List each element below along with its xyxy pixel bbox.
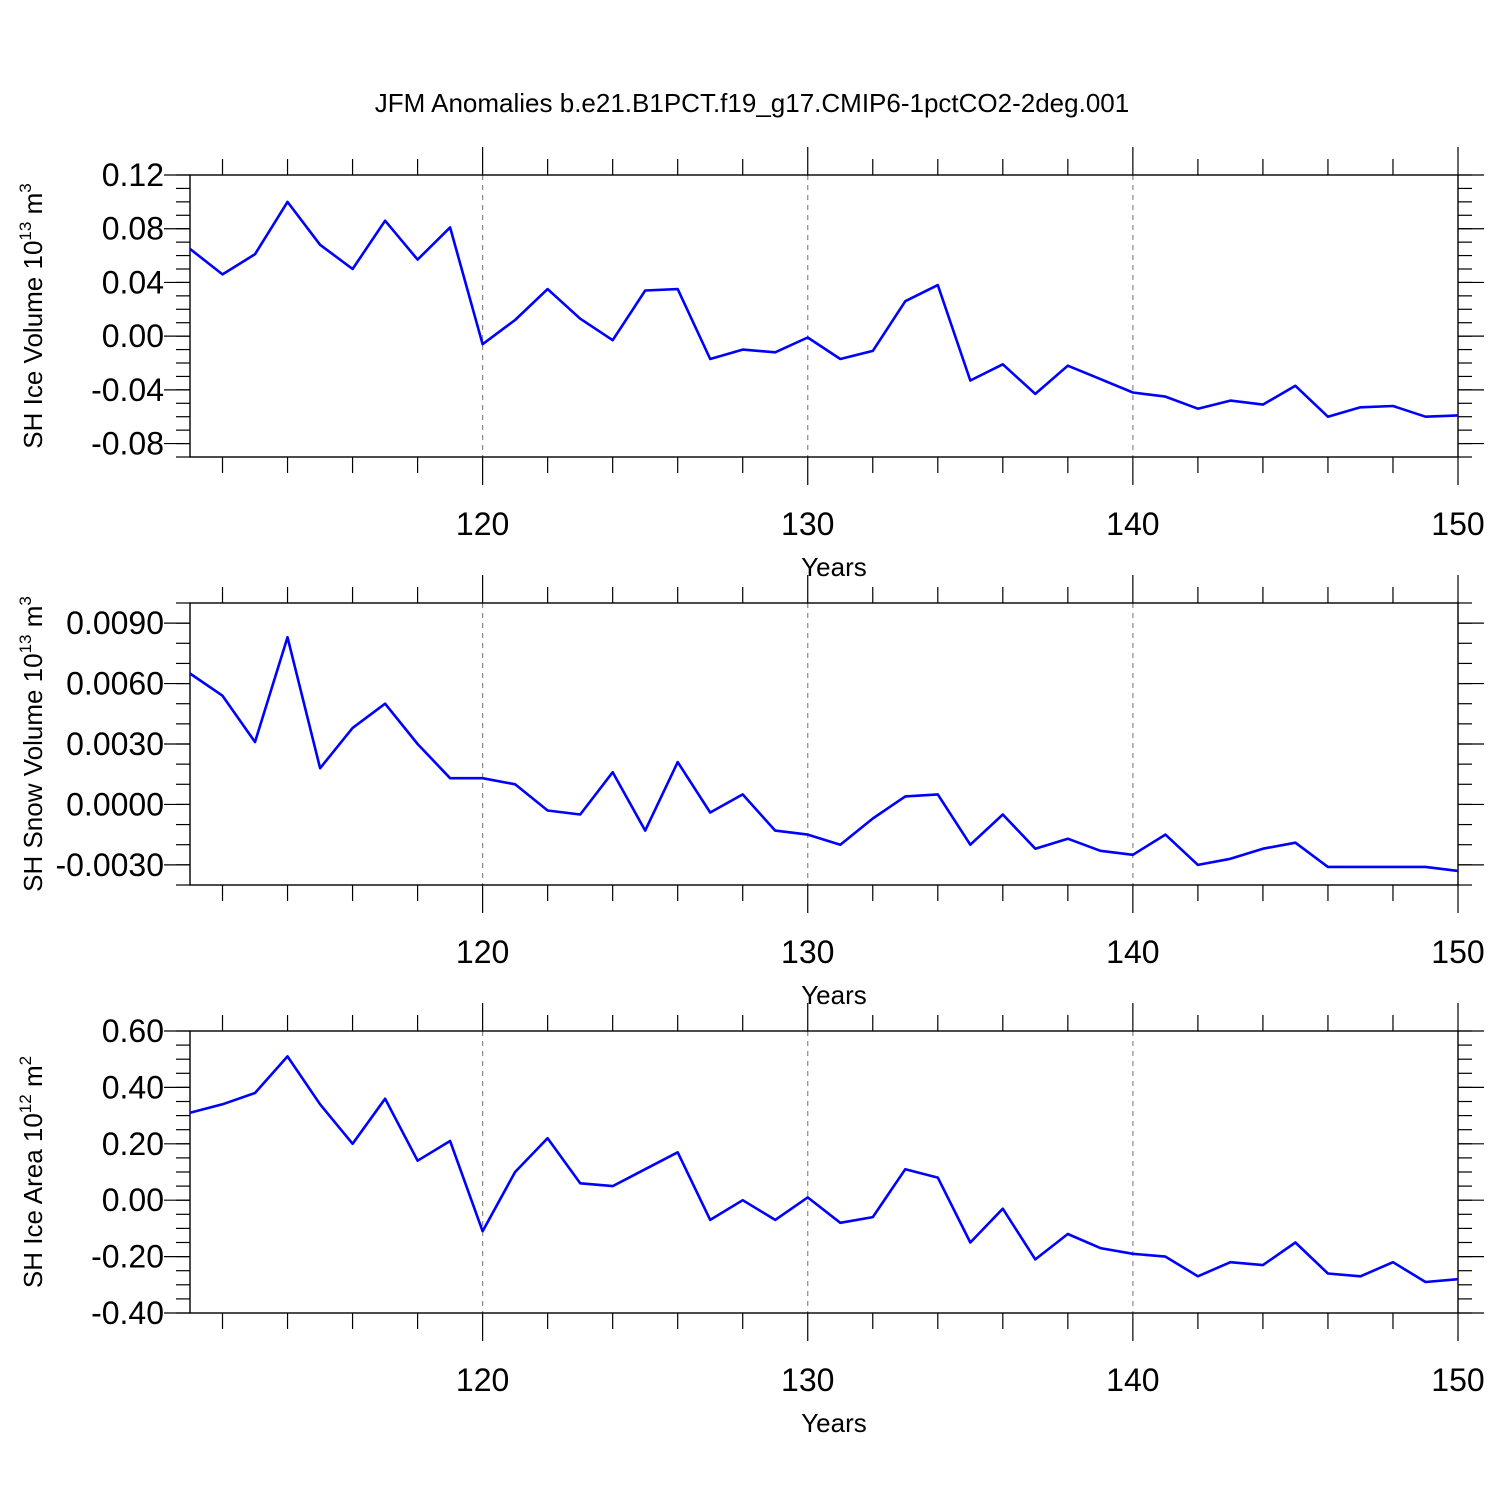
y-tick-label: -0.20 [91, 1239, 164, 1275]
y-axis-title-unit-exponent: 3 [16, 183, 35, 192]
chart-panel-1: 120 130 140 150 -0.08 -0.04 0.00 0.04 0.08 0.12 Ye… [16, 147, 1485, 582]
y-axis-title-exponent: 13 [16, 222, 35, 241]
y-axis-title-unit: m [18, 1065, 48, 1094]
y-axis-title-exponent: 12 [16, 1094, 35, 1113]
y-tick-label: 0.0000 [66, 786, 164, 822]
y-tick-label: 0.0030 [66, 726, 164, 762]
y-axis-title-exponent: 13 [16, 634, 35, 653]
chart-panel-2: 120 130 140 150 -0.0030 0.0000 0.0030 0.0060 0.0… [16, 575, 1485, 1010]
x-tick-label: 130 [781, 506, 834, 542]
x-tick-label: 120 [456, 506, 509, 542]
y-tick-label: -0.04 [91, 372, 164, 408]
x-axis-title: Years [801, 1408, 867, 1438]
y-tick-label: 0.40 [102, 1069, 164, 1105]
x-tick-label: 150 [1431, 934, 1484, 970]
x-tick-label: 120 [456, 1362, 509, 1398]
chart-panel-3: 120 130 140 150 -0.40 -0.20 0.00 0.20 0.40 0.60 Ye… [16, 1003, 1485, 1438]
y-axis-title-main: SH Ice Volume 10 [18, 241, 48, 449]
x-tick-label: 140 [1106, 506, 1159, 542]
x-tick-label: 150 [1431, 506, 1484, 542]
y-tick-label: 0.00 [102, 1182, 164, 1218]
y-axis-title-unit: m [18, 606, 48, 635]
panels: 120 130 140 150 -0.08 -0.04 0.00 0.04 0.08 0.12 Ye… [16, 147, 1485, 1438]
series-line [189, 1055, 1459, 1284]
y-axis-title-unit-exponent: 2 [16, 1056, 35, 1065]
x-tick-label: 130 [781, 1362, 834, 1398]
series-line [189, 635, 1459, 873]
x-tick-label: 120 [456, 934, 509, 970]
y-axis-title: SH Snow Volume 1013 m3 [16, 596, 48, 892]
y-tick-label: -0.0030 [55, 847, 164, 883]
y-axis-title-main: SH Ice Area 10 [18, 1113, 48, 1288]
y-axis-title: SH Ice Area 1012 m2 [16, 1056, 48, 1288]
x-tick-label: 140 [1106, 934, 1159, 970]
figure-title: JFM Anomalies b.e21.B1PCT.f19_g17.CMIP6-… [375, 88, 1129, 118]
y-tick-label: 0.0090 [66, 605, 164, 641]
x-axis-title: Years [801, 552, 867, 582]
y-tick-label: -0.08 [91, 426, 164, 462]
y-tick-label: 0.00 [102, 318, 164, 354]
y-tick-label: 0.12 [102, 157, 164, 193]
y-axis-title: SH Ice Volume 1013 m3 [16, 183, 48, 448]
y-tick-label: 0.20 [102, 1126, 164, 1162]
y-tick-label: 0.60 [102, 1013, 164, 1049]
x-axis-title: Years [801, 980, 867, 1010]
y-tick-label: -0.40 [91, 1295, 164, 1331]
plot-frame [189, 174, 1459, 458]
y-axis-title-unit: m [18, 193, 48, 222]
y-tick-label: 0.0060 [66, 666, 164, 702]
y-tick-label: 0.08 [102, 211, 164, 247]
y-tick-label: 0.04 [102, 264, 164, 300]
y-axis-title-unit-exponent: 3 [16, 596, 35, 605]
x-tick-label: 140 [1106, 1362, 1159, 1398]
y-axis-title-main: SH Snow Volume 10 [18, 653, 48, 891]
series-line [189, 200, 1459, 419]
x-tick-label: 130 [781, 934, 834, 970]
x-tick-label: 150 [1431, 1362, 1484, 1398]
